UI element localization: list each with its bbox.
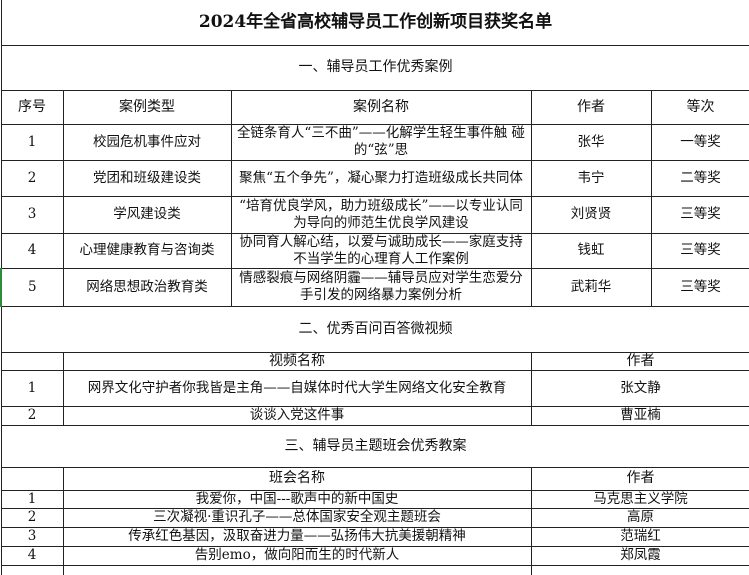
row-number: 4 (0, 232, 64, 269)
case-name: 情感裂痕与网络阴霾——辅导员应对学生恋爱分手引发的网络暴力案例分析 (230, 267, 532, 307)
section2-header-row: 视频名称 作者 (0, 351, 749, 371)
table-row: 3 学风建设类 “培育优良学风，助力班级成长”——以专业认同为导向的师范生优良学… (0, 195, 749, 234)
table-row: 1 校园危机事件应对 全链条育人“三不曲”——化解学生轻生事件触 碰的“弦”思 … (0, 123, 749, 161)
author: 范瑞红 (530, 526, 749, 547)
row-number: 3 (0, 526, 64, 547)
section3-header-row: 班会名称 作者 (0, 466, 749, 491)
case-type: 学风建设类 (62, 195, 232, 234)
case-type: 党团和班级建设类 (62, 159, 232, 197)
col-header: 班会名称 (62, 466, 532, 491)
table-row: 4 告别emo，做向阳而生的时代新人 郑凤霞 (0, 545, 749, 566)
rank: 三等奖 (650, 232, 749, 269)
class-meeting-name: 我爱你，中国---歌声中的新中国史 (62, 489, 532, 509)
table-row: 4 心理健康教育与咨询类 协同育人解心结，以爱与诚助成长——家庭支持不当学生的心… (0, 232, 749, 269)
author: 武莉华 (530, 267, 652, 307)
section3-heading: 三、辅导员主题班会优秀教案 (0, 424, 749, 468)
case-name: 全链条育人“三不曲”——化解学生轻生事件触 碰的“弦”思 (230, 123, 532, 161)
table-row: 3 传承红色基因，汲取奋进力量——弘扬伟大抗美援朝精神 范瑞红 (0, 526, 749, 547)
table-row: 2 谈谈入党这件事 曹亚楠 (0, 405, 749, 426)
col-header: 序号 (0, 89, 64, 125)
col-header: 作者 (530, 351, 749, 371)
class-meeting-name: 三次凝视·重识孔子——总体国家安全观主题班会 (62, 507, 532, 528)
class-meeting-name: 告别emo，做向阳而生的时代新人 (62, 545, 532, 566)
rank: 二等奖 (650, 159, 749, 197)
case-name: “培育优良学风，助力班级成长”——以专业认同为导向的师范生优良学风建设 (230, 195, 532, 234)
case-type: 网络思想政治教育类 (62, 267, 232, 307)
col-header: 视频名称 (62, 351, 532, 371)
case-name: 聚焦“五个争先”，凝心聚力打造班级成长共同体 (230, 159, 532, 197)
table-row: 2 三次凝视·重识孔子——总体国家安全观主题班会 高原 (0, 507, 749, 528)
author: 曹亚楠 (530, 405, 749, 426)
rank: 一等奖 (650, 123, 749, 161)
row-number: 1 (0, 123, 64, 161)
author: 高原 (530, 507, 749, 528)
case-name: 协同育人解心结，以爱与诚助成长——家庭支持不当学生的心理育人工作案例 (230, 232, 532, 269)
table-row: 2 党团和班级建设类 聚焦“五个争先”，凝心聚力打造班级成长共同体 韦宁 二等奖 (0, 159, 749, 197)
row-number: 2 (0, 507, 64, 528)
table-row: 5 网络思想政治教育类 情感裂痕与网络阴霾——辅导员应对学生恋爱分手引发的网络暴… (0, 267, 749, 307)
case-type: 心理健康教育与咨询类 (62, 232, 232, 269)
col-header (0, 351, 64, 371)
rank: 三等奖 (650, 267, 749, 307)
rank: 三等奖 (650, 195, 749, 234)
row-number: 1 (0, 369, 64, 407)
col-header: 等次 (650, 89, 749, 125)
video-name: 网界文化守护者你我皆是主角——自媒体时代大学生网络文化安全教育 (62, 369, 532, 407)
video-name: 谈谈入党这件事 (62, 405, 532, 426)
col-header: 案例名称 (230, 89, 532, 125)
row-number: 2 (0, 159, 64, 197)
col-header: 案例类型 (62, 89, 232, 125)
author: 钱虹 (530, 232, 652, 269)
table-row: 1 网界文化守护者你我皆是主角——自媒体时代大学生网络文化安全教育 张文静 (0, 369, 749, 407)
class-meeting-name: 传承红色基因，汲取奋进力量——弘扬伟大抗美援朝精神 (62, 526, 532, 547)
author: 郑凤霞 (530, 545, 749, 566)
row-number: 5 (0, 267, 64, 307)
table-row: 1 我爱你，中国---歌声中的新中国史 马克思主义学院 (0, 489, 749, 509)
row-number: 4 (0, 545, 64, 566)
case-type: 校园危机事件应对 (62, 123, 232, 161)
author: 张华 (530, 123, 652, 161)
row-number: 2 (0, 405, 64, 426)
row-number: 1 (0, 489, 64, 509)
row-number: 3 (0, 195, 64, 234)
section1-heading: 一、辅导员工作优秀案例 (0, 44, 749, 91)
author: 刘贤贤 (530, 195, 652, 234)
col-header (0, 466, 64, 491)
author: 张文静 (530, 369, 749, 407)
author: 韦宁 (530, 159, 652, 197)
section2-heading: 二、优秀百问百答微视频 (0, 305, 749, 353)
page-title: 2024年全省高校辅导员工作创新项目获奖名单 (0, 0, 749, 46)
section1-header-row: 序号 案例类型 案例名称 作者 等次 (0, 89, 749, 125)
author: 马克思主义学院 (530, 489, 749, 509)
col-header: 作者 (530, 89, 652, 125)
col-header: 作者 (530, 466, 749, 491)
